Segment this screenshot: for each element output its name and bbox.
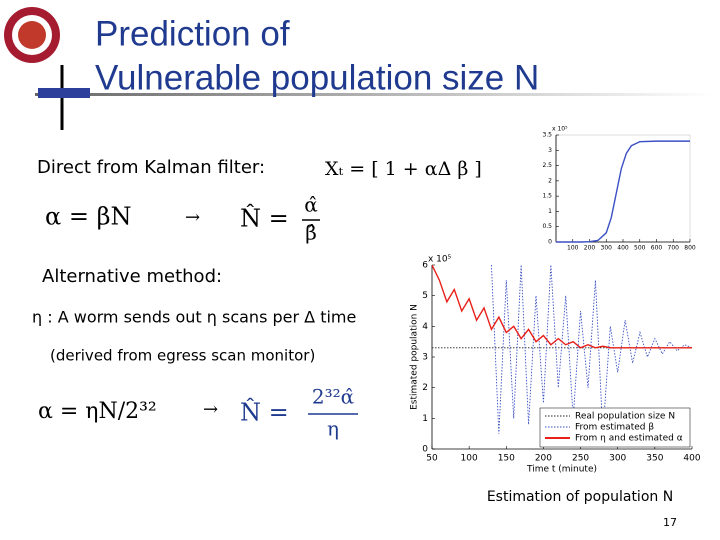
y-tick-label: 2 — [422, 383, 428, 393]
title-rule — [35, 93, 715, 96]
text: Direct from Kalman filter: — [37, 157, 265, 178]
formula: N̂ = — [240, 204, 289, 232]
x-tick-label: 200 — [584, 245, 596, 252]
legend-label: From estimated β — [575, 423, 654, 433]
y-tick-label: 1.5 — [542, 193, 552, 200]
series-line — [490, 265, 692, 434]
x-tick-label: 250 — [572, 454, 589, 464]
title: Vulnerable population size N — [95, 58, 539, 97]
x-tick-label: 150 — [498, 454, 515, 464]
x-tick-label: 400 — [683, 454, 700, 464]
logo — [4, 7, 60, 63]
x-tick-label: 100 — [567, 245, 579, 252]
formula: α̂ — [304, 193, 318, 217]
x-tick-label: 600 — [651, 245, 663, 252]
y-tick-label: 0 — [422, 445, 428, 455]
y-tick-label: 6 — [422, 261, 428, 271]
formula: α = βN — [45, 203, 131, 231]
caption: Estimation of population N — [487, 489, 673, 505]
y-tick-label: 1 — [548, 208, 552, 215]
y-tick-label: 2.5 — [542, 162, 552, 169]
formula: α = ηN/2³² — [38, 399, 157, 424]
x-tick-label: 200 — [535, 454, 552, 464]
legend-label: Real population size N — [575, 412, 675, 422]
y-tick-label: 4 — [422, 322, 428, 332]
page-number: 17 — [663, 516, 677, 529]
x-tick-label: 500 — [634, 245, 646, 252]
x-tick-label: 100 — [461, 454, 478, 464]
legend-label: From η and estimated α — [575, 434, 683, 444]
formula: 2³²α̂ — [312, 385, 354, 409]
decor-bar — [38, 88, 90, 98]
x-tick-label: 300 — [601, 245, 613, 252]
x-tick-label: 800 — [684, 245, 696, 252]
arrow: → — [185, 207, 200, 228]
y-tick-label: 3.5 — [542, 132, 552, 139]
x-tick-label: 700 — [668, 245, 680, 252]
x-tick-label: 350 — [646, 454, 663, 464]
y-tick-label: 3 — [422, 353, 428, 363]
legend-box — [539, 407, 691, 448]
formula: N̂ = — [240, 398, 289, 426]
y-tick-label: 0.5 — [542, 223, 552, 230]
y-tick-label: 1 — [422, 414, 428, 424]
plot-area — [555, 134, 691, 243]
y-tick-label: 5 — [422, 291, 428, 301]
x-tick-label: 400 — [617, 245, 629, 252]
y-multiplier: x 10⁵ — [552, 126, 568, 133]
y-tick-label: 0 — [548, 239, 552, 246]
title: Prediction of — [95, 14, 290, 53]
formula: Xₜ = [ 1 + αΔ β ] — [325, 158, 482, 180]
text: Alternative method: — [42, 266, 222, 287]
text: η : A worm sends out η scans per Δ time — [32, 308, 356, 327]
formula: β̂ — [305, 221, 317, 245]
formula: η — [327, 417, 339, 441]
arrow: → — [203, 399, 218, 420]
x-axis-label: Time t (minute) — [526, 465, 597, 475]
series-line — [556, 140, 690, 243]
y-tick-label: 3 — [548, 147, 552, 154]
series-line — [432, 265, 692, 349]
y-multiplier: x 10⁵ — [428, 255, 452, 265]
x-tick-label: 300 — [609, 454, 626, 464]
text: (derived from egress scan monitor) — [50, 347, 315, 365]
y-axis-label: Estimated population N — [410, 304, 420, 410]
x-tick-label: 50 — [426, 454, 438, 464]
y-tick-label: 2 — [548, 177, 552, 184]
